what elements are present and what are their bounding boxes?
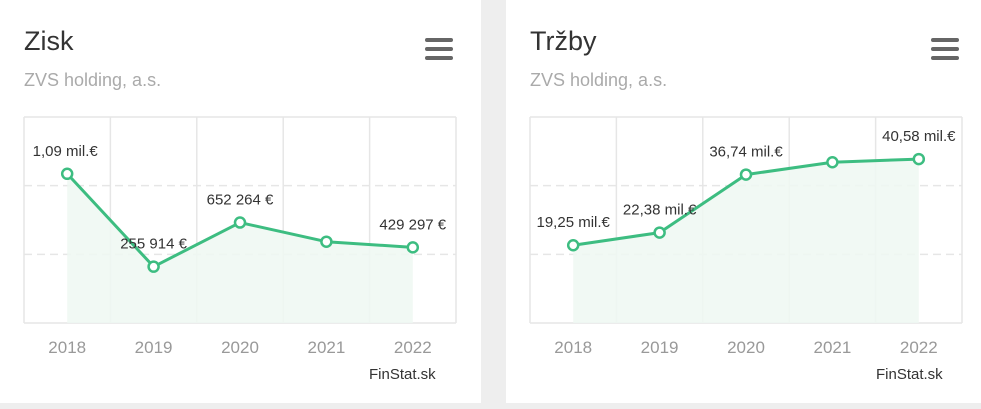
data-label: 36,74 mil.€ [709,144,783,161]
x-tick-label: 2018 [554,338,592,357]
x-tick-label: 2020 [727,338,765,357]
x-tick-label: 2021 [307,338,345,357]
chart-title: Zisk [24,26,74,56]
x-tick-label: 2018 [48,338,86,357]
data-point[interactable] [406,241,420,254]
hamburger-menu-icon[interactable] [931,38,959,60]
chart-card-trzby: Tržby ZVS holding, a.s. 19,25 mil.€ 22,38… [506,0,981,403]
data-point[interactable] [739,168,753,181]
data-label: 429 297 € [379,216,446,233]
data-point[interactable] [147,260,160,273]
chart-card-zisk: Zisk ZVS holding, a.s. 1,09 mil.€ 255 914… [0,0,481,403]
chart-subtitle: ZVS holding, a.s. [24,70,162,90]
data-point[interactable] [566,238,580,252]
data-point[interactable] [653,226,666,239]
data-point[interactable] [60,167,74,181]
data-point[interactable] [233,216,247,229]
x-tick-label: 2019 [641,338,679,357]
x-tick-label: 2021 [813,338,851,357]
x-tick-label: 2022 [394,338,432,357]
chart-subtitle: ZVS holding, a.s. [530,70,668,90]
data-label: 22,38 mil.€ [623,202,697,219]
data-label: 1,09 mil.€ [33,143,99,160]
zisk-chart: 1,09 mil.€ 255 914 € 652 264 € 429 297 € 201… [23,116,457,357]
data-label: 19,25 mil.€ [537,214,611,231]
data-point[interactable] [826,155,839,169]
x-tick-label: 2020 [221,338,259,357]
series-area [573,159,919,323]
data-point[interactable] [320,235,333,248]
data-point[interactable] [912,152,926,166]
data-label: 255 914 € [120,236,187,253]
trzby-chart: 19,25 mil.€ 22,38 mil.€ 36,74 mil.€ 40,58 m… [529,116,963,357]
x-tick-label: 2022 [900,338,938,357]
chart-title: Tržby [530,26,597,56]
source-link[interactable]: FinStat.sk [876,366,943,383]
data-label: 652 264 € [207,192,274,209]
series-area [67,173,413,323]
data-label: 40,58 mil.€ [882,128,956,145]
hamburger-menu-icon[interactable] [425,38,453,60]
x-tick-label: 2019 [135,338,173,357]
source-link[interactable]: FinStat.sk [369,366,436,383]
